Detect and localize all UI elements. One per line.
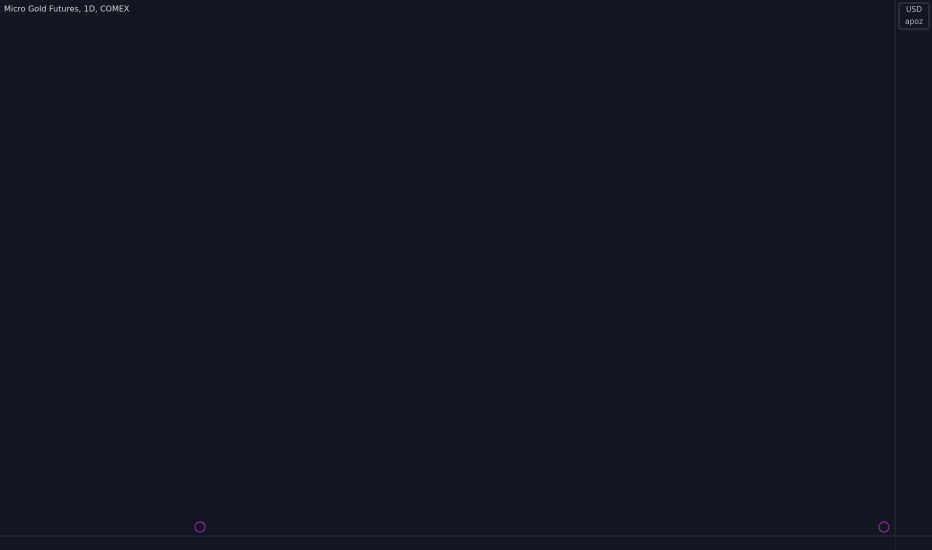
icon[interactable] (194, 521, 206, 533)
icon[interactable] (878, 521, 890, 533)
currency-box[interactable] (898, 2, 930, 30)
user: apoz (905, 17, 923, 26)
price-axis (895, 0, 932, 550)
chart-title: Micro Gold Futures, 1D, COMEX (4, 5, 130, 14)
currency: USD (906, 5, 922, 14)
time-axis (0, 536, 895, 550)
